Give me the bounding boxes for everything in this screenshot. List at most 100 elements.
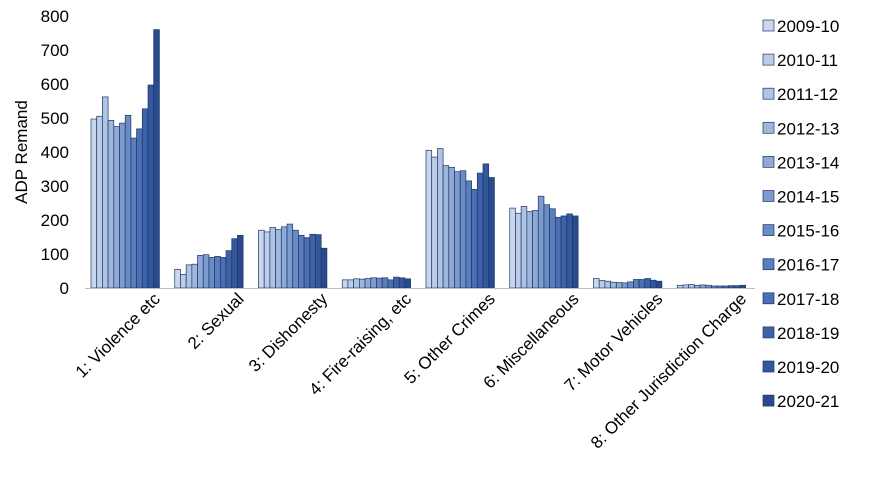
y-tick-label: 0 [60,279,69,298]
legend-swatch [762,190,775,202]
bar [341,279,349,289]
y-tick-label: 700 [41,41,69,60]
bar [280,226,288,289]
bar [699,284,707,289]
bar [398,277,406,289]
bar [655,280,663,289]
bar [728,285,735,289]
bar [353,278,360,289]
bar [442,165,450,289]
bar [202,254,210,289]
x-tick-label: 5: Other Crimes [401,289,499,387]
legend-label: 2012-13 [777,119,839,138]
bar [258,229,265,289]
legend-label: 2009-10 [777,17,839,36]
legend-swatch [762,224,775,236]
y-tick-label: 400 [41,143,69,162]
bar [621,282,629,289]
bar [448,166,455,289]
bar [231,238,238,289]
bar [598,280,606,289]
bar [174,268,181,289]
bar [593,278,600,289]
legend-swatch [762,326,775,339]
bar [102,96,109,289]
bar [180,274,187,289]
y-tick-label: 300 [41,177,69,196]
bar [191,263,198,289]
legend-label: 2018-19 [777,324,839,343]
bar [572,215,579,289]
bars [90,29,747,289]
bar [537,195,545,289]
bar [376,277,383,289]
bar [404,278,412,289]
y-tick-label: 500 [41,109,69,128]
y-axis-title: ADP Remand [12,100,31,204]
bar [476,172,484,289]
bar [459,170,467,289]
bar [543,204,551,289]
bar [638,279,646,289]
legend-swatch [762,121,775,134]
y-tick-label: 800 [41,7,69,26]
bar [347,279,355,289]
y-tick-label: 600 [41,75,69,94]
x-tick-label: 8: Other Jurisdiction Charge [587,289,750,452]
legend-label: 2015-16 [777,222,839,241]
bar [705,284,712,289]
bar [141,108,149,289]
bar [292,229,299,289]
bar [303,237,311,289]
legend-label: 2013-14 [777,153,839,172]
legend-swatch [762,360,775,373]
y-axis: 0 100 200 300 400 500 600 700 800 [41,7,69,298]
bar [275,229,282,289]
legend-label: 2016-17 [777,256,839,275]
bar [119,122,126,289]
bar [482,163,490,289]
legend-swatch [762,53,775,66]
legend-label: 2014-15 [777,188,839,207]
bar [269,227,276,289]
x-tick-label: 3: Dishonesty [245,289,332,376]
bar [560,215,568,289]
bar [682,284,690,289]
y-tick-label: 100 [41,245,69,264]
bar [364,278,372,289]
bar [370,277,377,289]
bar [693,284,701,289]
bar [425,149,433,289]
bar [688,284,695,289]
bar [225,250,233,289]
bar [107,120,115,289]
bar [320,247,328,289]
legend-swatch [762,19,775,32]
bar [515,212,522,289]
bar [604,280,611,289]
bar [263,231,271,289]
bar [610,281,617,289]
bar [298,234,305,289]
bar [197,255,204,289]
bar [90,118,98,289]
bar [315,234,322,289]
bar [554,216,562,289]
bar [739,284,747,289]
bar [124,114,132,289]
legend-swatch [762,292,775,305]
bar [454,171,461,289]
bar [113,126,120,289]
legend-swatch [762,87,775,100]
bar [237,234,244,289]
bar [488,177,495,289]
bar [136,128,143,289]
legend-swatch [762,156,775,168]
bar [676,284,684,289]
bar [520,206,528,289]
legend-label: 2010-11 [777,51,838,70]
bar [96,115,103,289]
bar [431,156,438,289]
bar [627,281,634,289]
